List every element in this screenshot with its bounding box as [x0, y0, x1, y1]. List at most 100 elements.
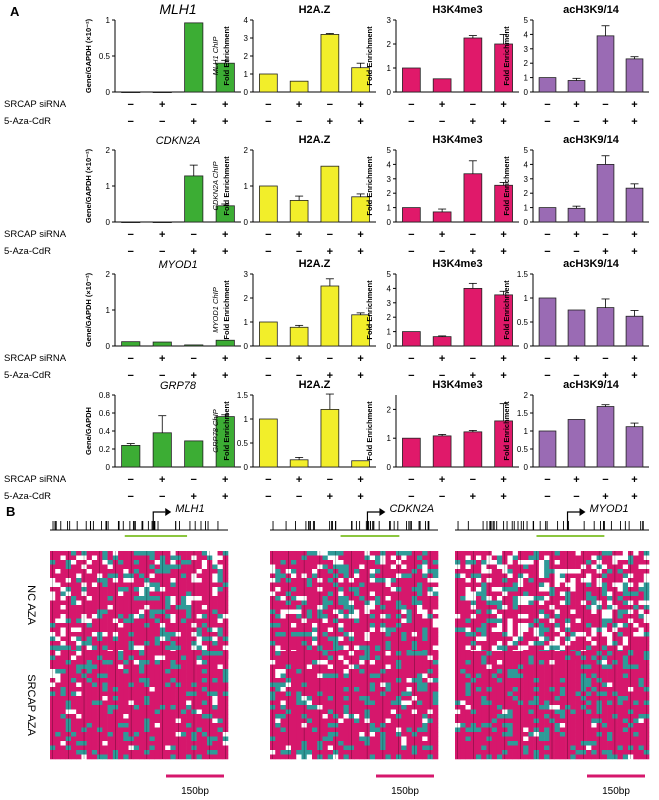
cpg-cell	[312, 555, 318, 561]
srcap-sign: +	[159, 474, 165, 486]
srcap-sign: −	[327, 474, 333, 486]
cpg-cell	[275, 754, 281, 760]
cpg-cell	[86, 696, 93, 701]
cpg-cell	[369, 745, 376, 751]
cpg-cell	[154, 691, 161, 697]
cpg-cell	[570, 578, 576, 583]
cpg-cell	[544, 623, 550, 628]
cpg-cell	[406, 596, 413, 601]
y-axis-label: Fold Enrichment	[502, 401, 511, 461]
cpg-cell	[170, 700, 176, 706]
cpg-cell	[359, 682, 365, 688]
cpg-cell	[60, 709, 67, 715]
cpg-cell	[102, 600, 108, 606]
cpg-cell	[91, 727, 98, 733]
cpg-cell	[406, 741, 413, 746]
cpg-cell	[170, 600, 176, 606]
cpg-cell	[343, 660, 350, 665]
cpg-cell	[296, 600, 302, 606]
cpg-cell	[570, 609, 576, 615]
cpg-cell	[575, 587, 582, 592]
cpg-cell	[107, 727, 114, 733]
cpg-cell	[369, 714, 376, 719]
cpg-cell	[491, 645, 498, 651]
cpg-cell	[312, 696, 318, 701]
cpg-cell	[212, 596, 218, 601]
cpg-cell	[91, 669, 98, 674]
cpg-cell	[149, 750, 156, 755]
methylation-gene-label: MLH1	[175, 503, 204, 515]
cpg-cell	[544, 636, 550, 642]
cpg-cell	[133, 669, 140, 674]
cpg-cell	[570, 655, 576, 661]
cpg-cell	[291, 673, 297, 679]
cpg-cell	[107, 741, 114, 746]
cpg-cell	[312, 664, 318, 670]
cpg-cell	[196, 564, 203, 570]
cpg-cell	[55, 691, 61, 697]
cpg-cell	[591, 609, 597, 615]
y-tick-label: 1.5	[517, 270, 529, 279]
cpg-cell	[359, 627, 365, 633]
cpg-cell	[491, 632, 498, 637]
cpg-cell	[528, 623, 534, 628]
cpg-cell	[465, 664, 472, 670]
cpg-cell	[280, 605, 287, 610]
cpg-cell	[417, 714, 423, 719]
cpg-cell	[507, 618, 513, 624]
cpg-cell	[417, 741, 423, 746]
cpg-cell	[491, 578, 498, 583]
cpg-cell	[139, 609, 145, 615]
cpg-cell	[607, 660, 613, 665]
cpg-cell	[201, 627, 208, 633]
cpg-cell	[306, 709, 313, 715]
cpg-cell	[475, 573, 482, 579]
cpg-cell	[312, 632, 318, 637]
cpg-cell	[91, 555, 98, 561]
cpg-cell	[633, 582, 639, 588]
cpg-cell	[544, 555, 550, 561]
cpg-cell	[359, 723, 365, 728]
cpg-cell	[55, 673, 61, 679]
cpg-cell	[275, 660, 281, 665]
cpg-cell	[107, 578, 114, 583]
cpg-cell	[107, 691, 114, 697]
cpg-cell	[76, 555, 82, 561]
cpg-cell	[359, 736, 365, 742]
cpg-cell	[607, 641, 613, 646]
cpg-cell	[401, 745, 407, 751]
cpg-cell	[343, 560, 350, 565]
cpg-cell	[118, 687, 124, 692]
cpg-cell	[481, 645, 487, 651]
cpg-cell	[139, 632, 145, 637]
cpg-cell	[406, 605, 413, 610]
cpg-cell	[76, 673, 82, 679]
cpg-cell	[139, 709, 145, 715]
cpg-cell	[359, 573, 365, 579]
cpg-cell	[201, 569, 208, 574]
cpg-cell	[554, 655, 561, 661]
cpg-cell	[55, 627, 61, 633]
bar	[538, 77, 557, 93]
cpg-cell	[338, 705, 344, 710]
cpg-cell	[107, 560, 114, 565]
cpg-cell	[306, 664, 313, 670]
aza-sign: +	[602, 370, 608, 382]
cpg-cell	[359, 632, 365, 637]
cpg-cell	[638, 673, 645, 679]
cpg-cell	[102, 709, 108, 715]
cpg-cell	[133, 714, 140, 719]
cpg-cell	[70, 741, 77, 746]
cpg-cell	[385, 560, 392, 565]
cpg-cell	[528, 669, 534, 674]
cpg-cell	[432, 664, 439, 670]
cpg-cell	[296, 623, 302, 628]
cpg-cell	[575, 618, 582, 624]
cpg-cell	[60, 696, 67, 701]
cpg-cell	[107, 687, 114, 692]
cpg-cell	[359, 582, 365, 588]
cpg-cell	[322, 569, 329, 574]
cpg-cell	[354, 600, 360, 606]
